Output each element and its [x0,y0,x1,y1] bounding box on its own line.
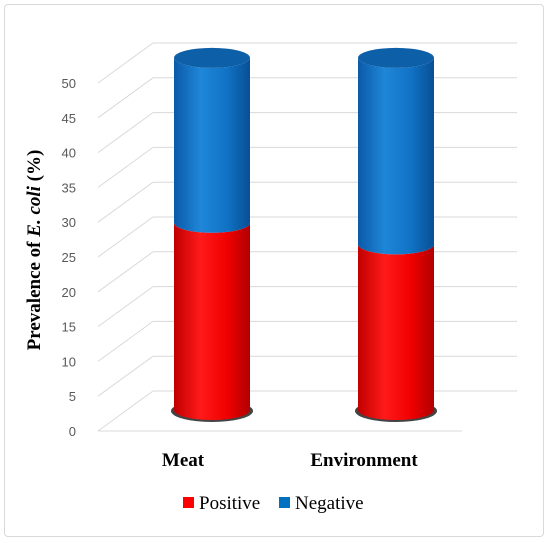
y-tick-label: 25 [62,250,76,265]
y-tick-label: 35 [62,180,76,195]
x-tick-label-meat: Meat [162,450,205,471]
gridline-slant [97,216,154,258]
bar-negative-meat [174,57,250,233]
y-tick-label: 50 [62,76,76,91]
y-axis-title-prefix: Prevalence of [24,237,45,351]
gridline-slant [97,390,154,432]
legend-label-positive: Positive [199,493,260,514]
y-tick-label: 0 [69,424,76,439]
legend-label-negative: Negative [295,493,364,514]
chart-frame [4,4,544,537]
gridline-slant [97,355,154,397]
y-axis-title: Prevalence of E. coli (%) [24,150,45,351]
legend: Positive Negative [183,493,364,514]
legend-swatch-negative [279,497,290,508]
gridline-slant [97,181,154,223]
y-tick-label: 10 [62,354,76,369]
gridline-slant [97,146,154,188]
y-axis-ticks: 0 5 10 15 20 25 30 35 40 45 50 [62,76,76,439]
y-axis-title-italic: E. coli [24,185,45,237]
bar-positive-environment [358,244,434,420]
y-tick-label: 20 [62,285,76,300]
gridline-slant [97,77,154,119]
x-axis-labels: Meat Environment [162,450,418,471]
y-tick-label: 40 [62,146,76,161]
gridline-slant [97,320,154,362]
y-tick-label: 30 [62,215,76,230]
x-tick-label-environment: Environment [310,450,418,471]
y-tick-label: 15 [62,320,76,335]
bar-negative-environment [358,57,434,255]
legend-swatch-positive [183,497,194,508]
bar-top-cap [358,47,434,68]
y-tick-label: 5 [69,389,76,404]
y-axis-title-suffix: (%) [24,150,45,186]
bars [171,47,437,422]
y-tick-label: 45 [62,111,76,126]
bar-top-cap [174,47,250,68]
bar-positive-meat [174,222,250,420]
gridline-slant [97,112,154,154]
gridline-slant [97,251,154,293]
gridlines [97,42,517,432]
gridline-slant [97,42,154,84]
gridline-slant [97,286,154,328]
